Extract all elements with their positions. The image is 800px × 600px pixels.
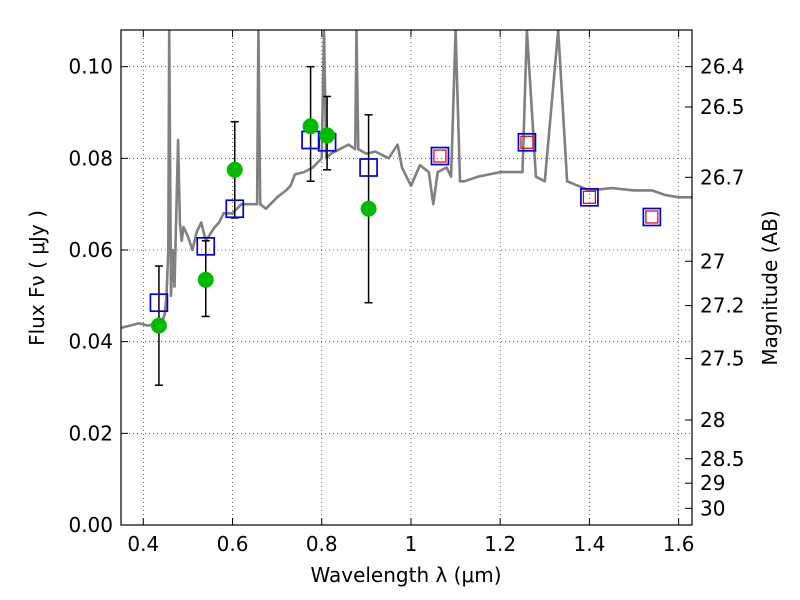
model-band-marker <box>149 293 169 313</box>
y-tick-label: 0.00 <box>68 513 113 537</box>
magnitude-tick-label: 26.4 <box>700 55 745 79</box>
y-tick-label: 0.10 <box>68 55 113 79</box>
upper-limit-marker <box>582 190 596 204</box>
model-band-marker <box>430 146 450 166</box>
magnitude-tick-label: 26.5 <box>700 95 745 119</box>
x-tick-label: 1 <box>405 532 418 556</box>
plot-frame <box>120 29 693 526</box>
model-band-marker <box>196 236 216 256</box>
magnitude-tick-label: 27.2 <box>700 294 745 318</box>
model-spectrum-line <box>121 30 692 330</box>
observed-flux-point <box>150 317 167 334</box>
model-band-marker <box>580 187 599 207</box>
observed-flux-point <box>197 271 214 288</box>
observed-flux-point <box>226 161 243 178</box>
magnitude-axis-label: Magnitude (AB) <box>758 210 782 365</box>
observed-flux-point <box>360 200 377 217</box>
y-tick-label: 0.04 <box>68 330 113 354</box>
y-tick-label: 0.06 <box>68 238 113 262</box>
y-axis-label: Flux Fν ( μJy ) <box>25 210 49 346</box>
y-tick-label: 0.08 <box>68 146 113 170</box>
x-tick-label: 0.6 <box>217 532 249 556</box>
x-tick-label: 0.8 <box>306 532 338 556</box>
model-band-marker <box>642 207 662 227</box>
observed-flux-point <box>302 118 319 135</box>
x-tick-label: 1.4 <box>573 532 605 556</box>
x-tick-label: 0.4 <box>127 532 159 556</box>
model-band-marker <box>517 132 537 152</box>
y-tick-label: 0.02 <box>68 421 113 445</box>
x-tick-label: 1.6 <box>663 532 695 556</box>
magnitude-tick-label: 28.5 <box>700 447 745 471</box>
plot-area <box>121 30 692 386</box>
upper-limit-marker <box>645 210 659 224</box>
magnitude-tick-label: 29 <box>700 471 725 495</box>
magnitude-tick-label: 28 <box>700 408 725 432</box>
magnitude-tick-label: 26.7 <box>700 165 745 189</box>
x-tick-label: 1.2 <box>484 532 516 556</box>
model-band-marker <box>225 199 245 219</box>
magnitude-tick-label: 30 <box>700 496 725 520</box>
upper-limit-marker <box>433 149 447 163</box>
grid <box>121 30 692 526</box>
observed-flux-point <box>319 127 336 144</box>
x-axis-label: Wavelength λ (μm) <box>310 563 501 587</box>
magnitude-tick-label: 27 <box>700 249 725 273</box>
magnitude-tick-label: 27.5 <box>700 347 745 371</box>
model-band-marker <box>359 158 378 177</box>
plot-background <box>121 30 692 525</box>
axes: 0.4 0.6 0.8 1 1.2 1.4 1.6 0.00 0.02 0.04 0.06 0.08 0… <box>68 30 745 556</box>
upper-limit-marker <box>520 135 534 149</box>
